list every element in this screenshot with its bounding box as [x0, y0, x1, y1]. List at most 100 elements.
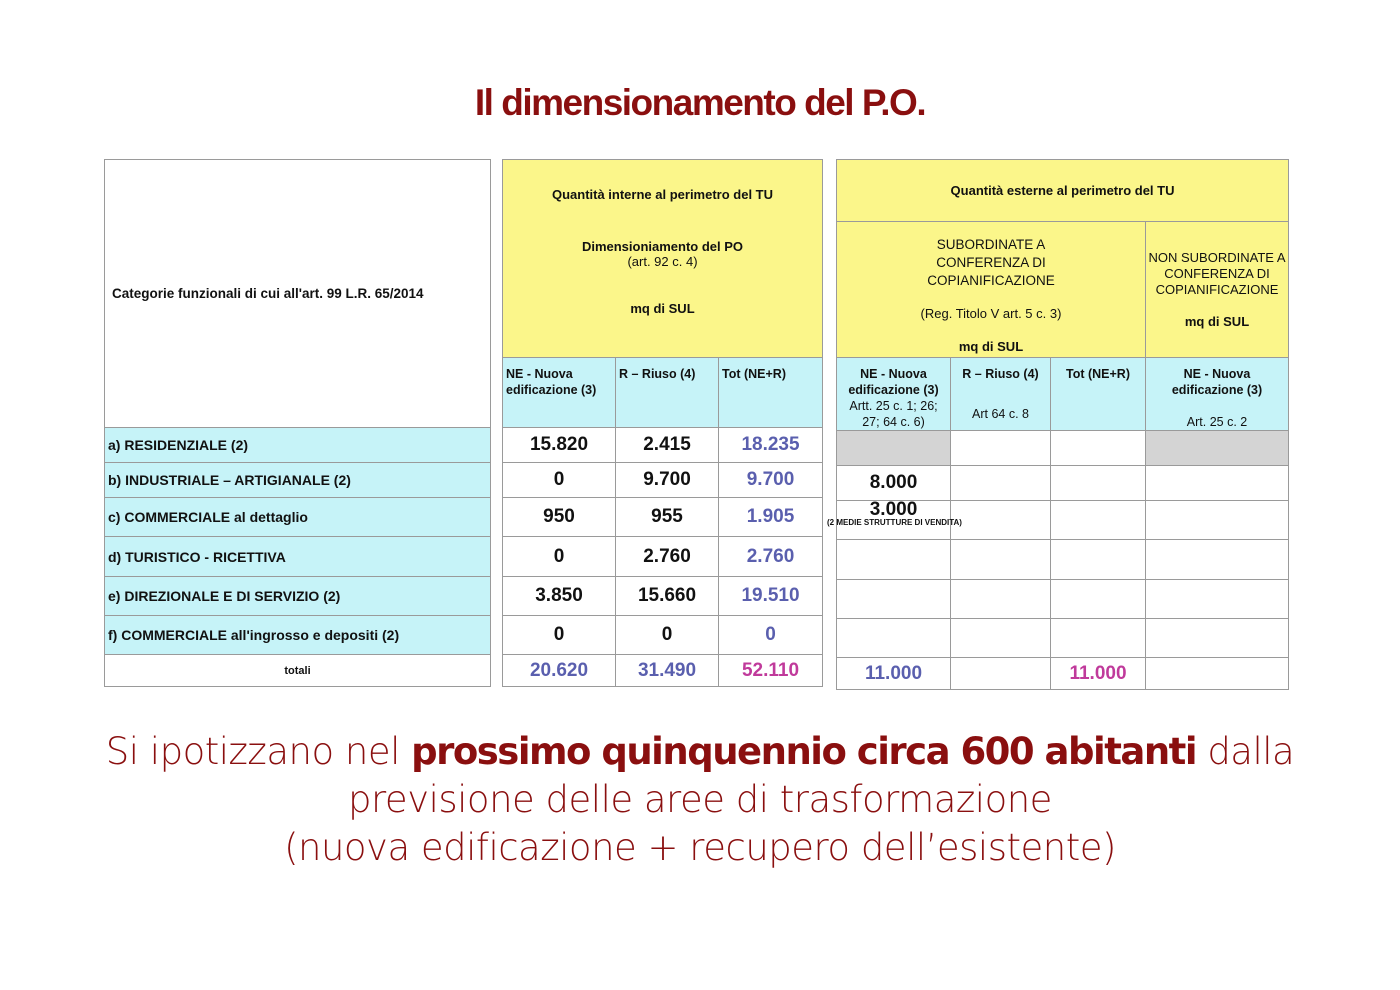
internal-unit: mq di SUL — [630, 301, 695, 316]
tot-value: 2.760 — [718, 536, 823, 577]
col-header-r: R – Riuso (4) — [615, 357, 719, 428]
internal-quantities-table: Quantità interne al perimetro del TU Dim… — [502, 159, 823, 687]
external-tot-value — [1050, 579, 1146, 619]
non-subordinate-ne-value — [1144, 657, 1290, 690]
table-row: d) TURISTICO - RICETTIVA — [104, 536, 491, 577]
external-col-header: NE - Nuova edificazione (3) Art. 25 c. 2 — [1144, 357, 1290, 431]
non-subordinate-ne-value — [1144, 618, 1290, 658]
table-row: 8.000 — [836, 465, 1290, 501]
non-subordinate-header: NON SUBORDINATE A CONFERENZA DI COPIANIF… — [1144, 221, 1290, 358]
non-subordinate-ne-value — [1144, 539, 1290, 580]
cell-note: (2 MEDIE STRUTTURE DI VENDITA) — [827, 518, 962, 527]
table-row: 0 9.700 9.700 — [502, 462, 823, 498]
table-row: 3.850 15.660 19.510 — [502, 576, 823, 616]
table-row: 950 955 1.905 — [502, 497, 823, 537]
table-row — [836, 618, 1290, 658]
external-tot-value — [1050, 465, 1146, 501]
category-label: a) RESIDENZIALE (2) — [104, 427, 491, 463]
col-header-ref: Art. 25 c. 2 — [1186, 415, 1248, 429]
non-subordinate-unit: mq di SUL — [1184, 314, 1250, 329]
table-row: 3.000 (2 MEDIE STRUTTURE DI VENDITA) — [827, 500, 1290, 540]
col-header-ref: Artt. 25 c. 1; 26; 27; 64 c. 6) — [849, 399, 938, 429]
internal-ref: (art. 92 c. 4) — [627, 254, 698, 269]
footer-line-3: (nuova edificazione + recupero dell’esis… — [284, 826, 1116, 869]
external-r-value — [950, 539, 1051, 580]
r-value: 0 — [615, 615, 719, 655]
tot-value: 19.510 — [718, 576, 823, 616]
external-r-value — [950, 579, 1051, 619]
table-row — [836, 430, 1290, 466]
r-value: 9.700 — [615, 462, 719, 498]
table-row — [836, 579, 1290, 619]
ne-value: 950 — [502, 497, 616, 537]
tot-value: 52.110 — [718, 654, 823, 687]
tot-value: 9.700 — [718, 462, 823, 498]
col-header-label: NE - Nuova edificazione (3) — [1171, 367, 1263, 397]
col-header-label: NE - Nuova edificazione (3) — [848, 367, 939, 397]
table-row: e) DIREZIONALE E DI SERVIZIO (2) — [104, 576, 491, 616]
footer-line-2: previsione delle aree di trasformazione — [348, 778, 1052, 821]
external-ne-value — [836, 618, 951, 658]
category-label: d) TURISTICO - RICETTIVA — [104, 536, 491, 577]
external-title: Quantità esterne al perimetro del TU — [835, 159, 1290, 222]
col-header-ne: NE - Nuova edificazione (3) — [502, 357, 616, 428]
col-header-label: Tot (NE+R) — [1066, 367, 1130, 381]
tot-value: 18.235 — [718, 427, 823, 463]
totals-label: totali — [104, 654, 491, 687]
r-value: 31.490 — [615, 654, 719, 687]
category-label: c) COMMERCIALE al dettaglio — [104, 497, 491, 537]
non-subordinate-ne-value — [1144, 500, 1290, 540]
external-quantities-table: Quantità esterne al perimetro del TU SUB… — [827, 159, 1290, 690]
external-r-value — [950, 618, 1051, 658]
category-label: e) DIREZIONALE E DI SERVIZIO (2) — [104, 576, 491, 616]
external-tot-value: 11.000 — [1050, 657, 1146, 690]
ne-value: 0 — [502, 536, 616, 577]
table-row: b) INDUSTRIALE – ARTIGIANALE (2) — [104, 462, 491, 498]
totals-row: 20.620 31.490 52.110 — [502, 654, 823, 687]
crossed-out-cell — [1144, 430, 1290, 466]
subordinate-ref: (Reg. Titolo V art. 5 c. 3) — [920, 306, 1062, 321]
col-header-label: R – Riuso (4) — [962, 367, 1039, 381]
external-ne-value: 11.000 — [836, 657, 951, 690]
subordinate-unit: mq di SUL — [958, 339, 1024, 354]
totals-row: 11.000 11.000 — [836, 657, 1290, 690]
non-subordinate-title: NON SUBORDINATE A CONFERENZA DI COPIANIF… — [1148, 250, 1286, 297]
footer-text: dalla — [1196, 730, 1295, 773]
r-value: 955 — [615, 497, 719, 537]
footer-text: Si ipotizzano nel — [105, 730, 412, 773]
ne-value: 15.820 — [502, 427, 616, 463]
external-col-header: R – Riuso (4) Art 64 c. 8 — [950, 357, 1051, 431]
tot-value: 1.905 — [718, 497, 823, 537]
external-ne-value — [836, 539, 951, 580]
col-header-ref: Art 64 c. 8 — [972, 407, 1029, 421]
external-r-value — [950, 430, 1051, 466]
non-subordinate-ne-value — [1144, 579, 1290, 619]
internal-subtitle: Dimensioniamento del PO — [581, 239, 744, 254]
ne-value: 0 — [502, 462, 616, 498]
footer-line-1: Si ipotizzano nel prossimo quinquennio c… — [0, 730, 1400, 773]
external-tot-value — [1050, 430, 1146, 466]
external-tot-value — [1050, 539, 1146, 580]
ne-value: 3.850 — [502, 576, 616, 616]
ne-value: 20.620 — [502, 654, 616, 687]
external-col-header: Tot (NE+R) — [1050, 357, 1146, 431]
r-value: 2.760 — [615, 536, 719, 577]
r-value: 15.660 — [615, 576, 719, 616]
external-r-value — [950, 500, 1051, 540]
subordinate-header: SUBORDINATE A CONFERENZA DI COPIANIFICAZ… — [836, 221, 1146, 358]
external-tot-value — [1050, 618, 1146, 658]
internal-header: Quantità interne al perimetro del TU Dim… — [502, 159, 823, 358]
external-r-value — [950, 657, 1051, 690]
table-row: f) COMMERCIALE all'ingrosso e depositi (… — [104, 615, 491, 655]
totals-row: totali — [104, 654, 491, 687]
subordinate-title: SUBORDINATE A CONFERENZA DI COPIANIFICAZ… — [927, 237, 1055, 288]
category-label: b) INDUSTRIALE – ARTIGIANALE (2) — [104, 462, 491, 498]
tot-value: 0 — [718, 615, 823, 655]
internal-title: Quantità interne al perimetro del TU — [551, 187, 774, 202]
table-row: 0 2.760 2.760 — [502, 536, 823, 577]
table-row: c) COMMERCIALE al dettaglio — [104, 497, 491, 537]
external-ne-value: 8.000 — [836, 465, 951, 501]
category-header: Categorie funzionali di cui all'art. 99 … — [104, 159, 491, 428]
external-ne-value: 3.000 (2 MEDIE STRUTTURE DI VENDITA) — [827, 500, 962, 540]
